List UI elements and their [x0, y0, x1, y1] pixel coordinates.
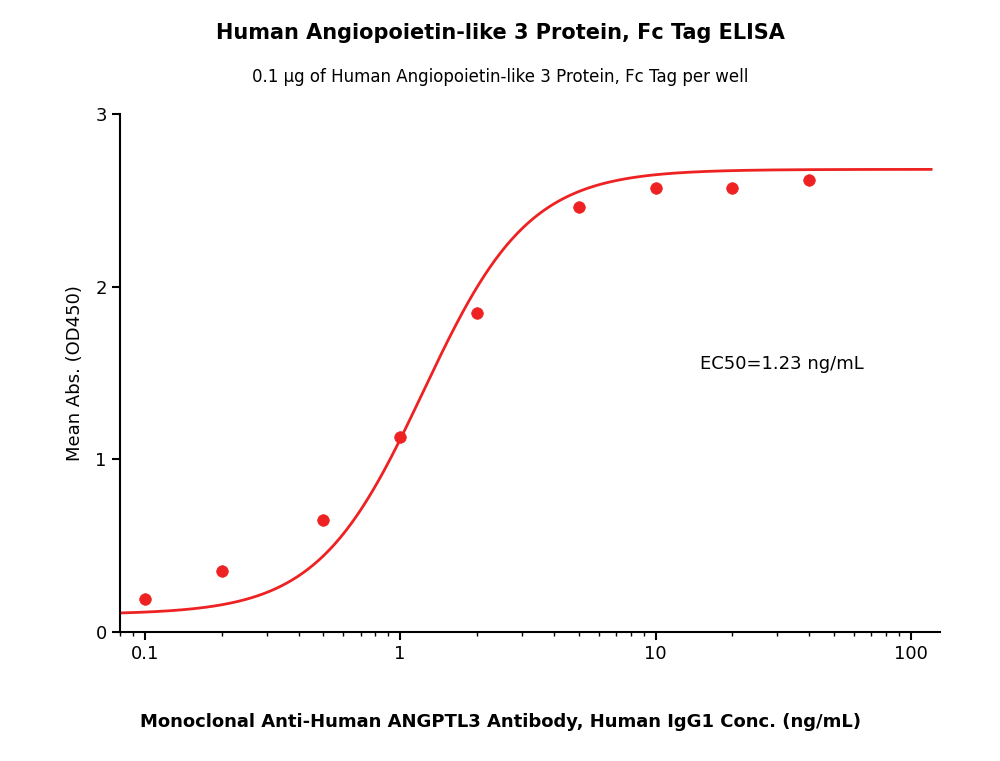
Point — [648, 182, 664, 194]
Point — [315, 514, 331, 526]
Text: Monoclonal Anti-Human ANGPTL3 Antibody, Human IgG1 Conc. (ng/mL): Monoclonal Anti-Human ANGPTL3 Antibody, … — [140, 712, 860, 731]
Point — [469, 307, 485, 319]
Point — [137, 593, 153, 605]
Text: 0.1 μg of Human Angiopoietin-like 3 Protein, Fc Tag per well: 0.1 μg of Human Angiopoietin-like 3 Prot… — [252, 68, 748, 87]
Text: Human Angiopoietin-like 3 Protein, Fc Tag ELISA: Human Angiopoietin-like 3 Protein, Fc Ta… — [216, 23, 784, 43]
Point — [392, 431, 408, 443]
Y-axis label: Mean Abs. (OD450): Mean Abs. (OD450) — [66, 285, 84, 461]
Point — [214, 565, 230, 578]
Point — [724, 182, 740, 194]
Point — [801, 174, 817, 186]
Text: EC50=1.23 ng/mL: EC50=1.23 ng/mL — [700, 355, 864, 373]
Point — [571, 201, 587, 213]
